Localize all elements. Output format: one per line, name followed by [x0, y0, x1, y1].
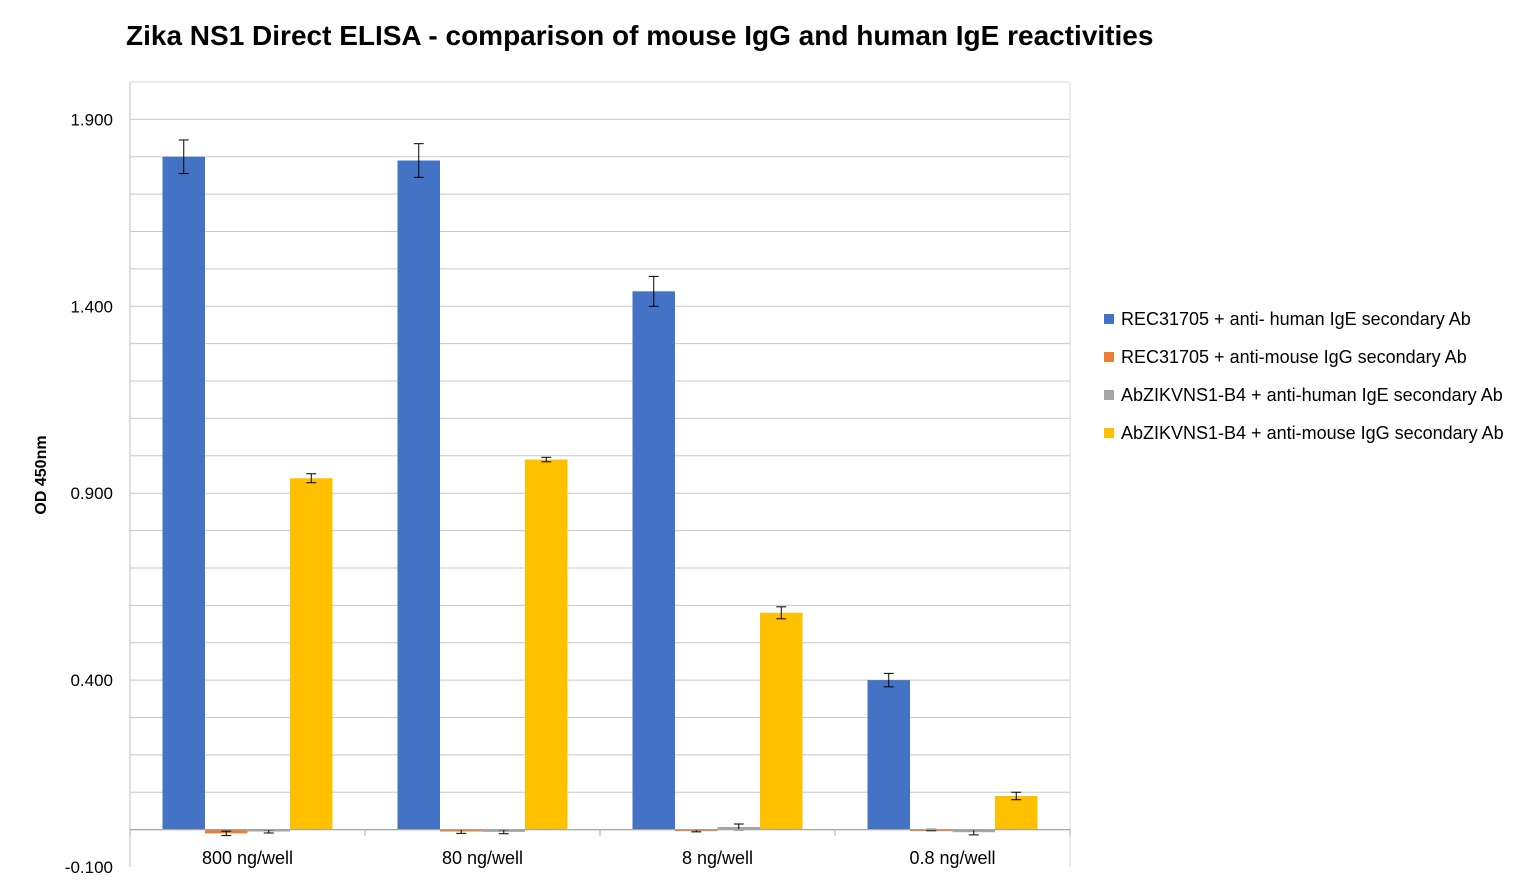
legend: REC31705 + anti- human IgE secondary Ab R…	[1104, 300, 1504, 452]
bar	[760, 612, 803, 830]
chart-title: Zika NS1 Direct ELISA - comparison of mo…	[126, 20, 1154, 51]
y-axis-label: OD 450nm	[33, 435, 50, 514]
legend-swatch	[1104, 352, 1114, 362]
gridlines	[130, 118, 1070, 831]
y-tick-label: 1.900	[70, 110, 113, 129]
legend-label: AbZIKVNS1-B4 + anti-mouse IgG secondary …	[1121, 422, 1504, 443]
bar	[995, 795, 1038, 830]
bar	[397, 160, 440, 830]
bar	[290, 478, 333, 830]
x-tick-label: 0.8 ng/well	[909, 848, 995, 868]
y-tick-label: 1.400	[70, 297, 113, 316]
bar	[162, 156, 205, 830]
axes: -0.100 0.400 0.900 1.400 1.900 800 ng/well 80 …	[65, 81, 1071, 877]
legend-item: AbZIKVNS1-B4 + anti-human IgE secondary …	[1104, 376, 1504, 414]
legend-swatch	[1104, 428, 1114, 438]
bar	[525, 459, 568, 830]
x-tick-label: 8 ng/well	[682, 848, 753, 868]
legend-label: REC31705 + anti- human IgE secondary Ab	[1121, 308, 1471, 329]
y-tick-label: 0.900	[70, 484, 113, 503]
y-tick-label: -0.100	[65, 858, 113, 877]
legend-item: AbZIKVNS1-B4 + anti-mouse IgG secondary …	[1104, 414, 1504, 452]
legend-swatch	[1104, 314, 1114, 324]
legend-item: REC31705 + anti- human IgE secondary Ab	[1104, 300, 1504, 338]
x-tick-label: 800 ng/well	[202, 848, 293, 868]
y-tick-label: 0.400	[70, 671, 113, 690]
legend-swatch	[1104, 390, 1114, 400]
legend-label: REC31705 + anti-mouse IgG secondary Ab	[1121, 346, 1467, 367]
x-tick-label: 80 ng/well	[442, 848, 523, 868]
bar	[632, 291, 675, 830]
legend-item: REC31705 + anti-mouse IgG secondary Ab	[1104, 338, 1504, 376]
bars	[162, 139, 1038, 837]
bar	[867, 680, 910, 830]
legend-label: AbZIKVNS1-B4 + anti-human IgE secondary …	[1121, 384, 1503, 405]
